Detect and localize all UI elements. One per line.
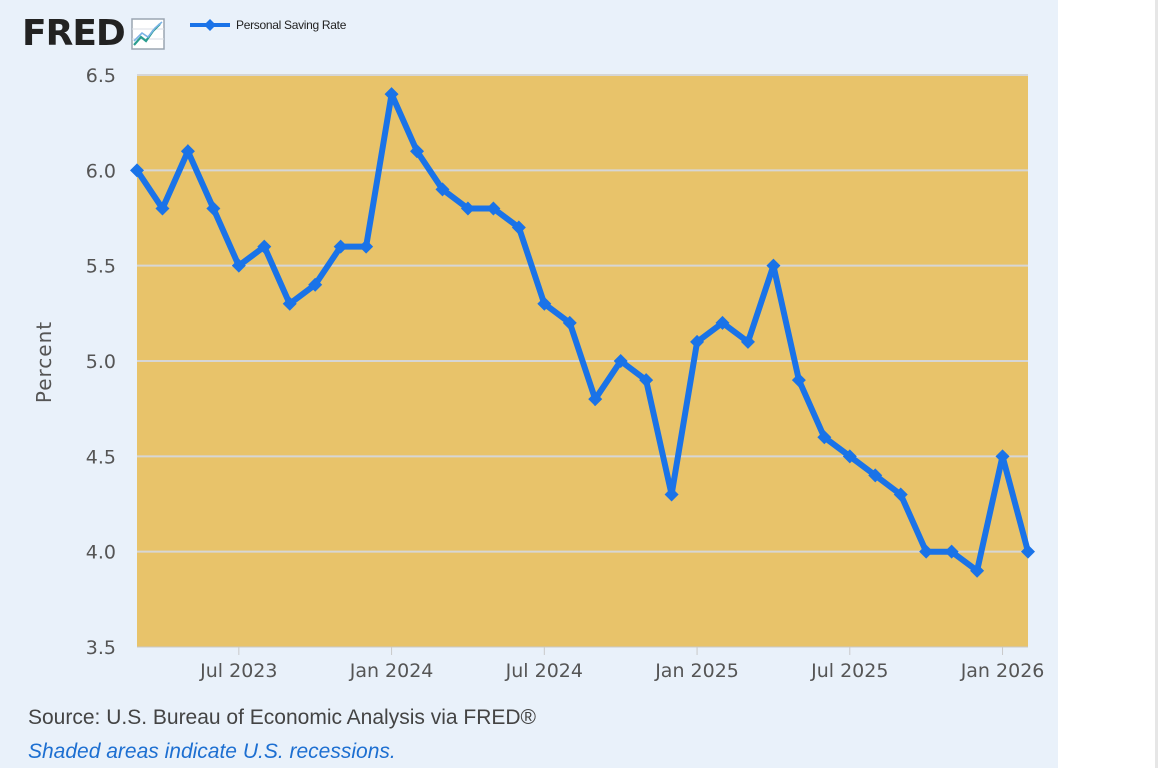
data-point-marker[interactable] — [460, 201, 475, 216]
y-axis-label: Percent — [32, 321, 56, 403]
scrollbar-track[interactable] — [1155, 0, 1158, 768]
y-tick-label: 4.0 — [86, 542, 116, 564]
fred-logo-text: FRED — [22, 13, 126, 54]
data-point-marker[interactable] — [231, 258, 246, 273]
x-tick-label: Jan 2024 — [349, 660, 434, 682]
data-point-marker[interactable] — [639, 373, 654, 388]
recession-note[interactable]: Shaded areas indicate U.S. recessions. — [28, 740, 396, 763]
data-point-marker[interactable] — [257, 239, 272, 254]
data-point-marker[interactable] — [868, 468, 883, 483]
page-margin — [1058, 0, 1158, 768]
x-tick-label: Jan 2026 — [960, 660, 1045, 682]
legend-label: Personal Saving Rate — [236, 18, 347, 32]
data-point-marker[interactable] — [588, 392, 603, 407]
x-tick-label: Jul 2023 — [199, 660, 277, 682]
data-point-marker[interactable] — [486, 201, 501, 216]
data-point-marker[interactable] — [180, 144, 195, 159]
x-tick-label: Jul 2025 — [810, 660, 888, 682]
data-point-marker[interactable] — [359, 239, 374, 254]
data-point-marker[interactable] — [410, 144, 425, 159]
data-point-marker[interactable] — [944, 544, 959, 559]
data-point-marker[interactable] — [613, 354, 628, 368]
line-chart: 3.5 4.0 4.5 5.0 5.5 6.0 6.5 Jul 2023 Jan 2024 Ju… — [32, 65, 1045, 682]
graph-icon — [131, 18, 165, 50]
x-tick-label: Jan 2025 — [654, 660, 739, 682]
data-point-marker[interactable] — [333, 239, 348, 254]
y-tick-label: 3.5 — [86, 637, 116, 659]
data-point-marker[interactable] — [664, 487, 679, 502]
data-point-marker[interactable] — [435, 182, 450, 197]
y-tick-label: 5.0 — [86, 351, 116, 373]
data-point-marker[interactable] — [1021, 544, 1035, 559]
data-point-marker[interactable] — [690, 334, 705, 349]
data-point-marker[interactable] — [562, 315, 577, 330]
data-point-marker[interactable] — [130, 163, 144, 178]
data-point-marker[interactable] — [740, 334, 755, 349]
data-point-marker[interactable] — [842, 449, 857, 464]
data-point-marker[interactable] — [384, 87, 399, 102]
x-tick-label: Jul 2024 — [505, 660, 583, 682]
y-tick-label: 6.0 — [86, 160, 116, 182]
data-point-marker[interactable] — [995, 449, 1010, 464]
chart-legend[interactable]: Personal Saving Rate — [190, 18, 346, 32]
data-point-marker[interactable] — [511, 220, 526, 235]
fred-logo[interactable]: FRED — [22, 14, 165, 54]
data-point-marker[interactable] — [308, 277, 323, 292]
data-point-marker[interactable] — [537, 296, 552, 311]
data-point-marker[interactable] — [155, 201, 170, 216]
y-tick-label: 5.5 — [86, 256, 116, 278]
data-point-marker[interactable] — [919, 544, 934, 559]
data-point-marker[interactable] — [817, 430, 832, 445]
data-point-marker[interactable] — [970, 563, 985, 578]
y-tick-label: 6.5 — [86, 65, 116, 87]
y-tick-label: 4.5 — [86, 446, 116, 468]
legend-series-swatch — [190, 19, 230, 31]
data-point-marker[interactable] — [893, 487, 908, 502]
data-point-marker[interactable] — [791, 373, 806, 388]
source-note: Source: U.S. Bureau of Economic Analysis… — [28, 706, 537, 729]
data-point-marker[interactable] — [715, 315, 730, 330]
series-line[interactable] — [134, 92, 1031, 576]
data-point-marker[interactable] — [766, 258, 781, 273]
data-point-marker[interactable] — [206, 201, 221, 216]
data-point-marker[interactable] — [282, 296, 297, 311]
